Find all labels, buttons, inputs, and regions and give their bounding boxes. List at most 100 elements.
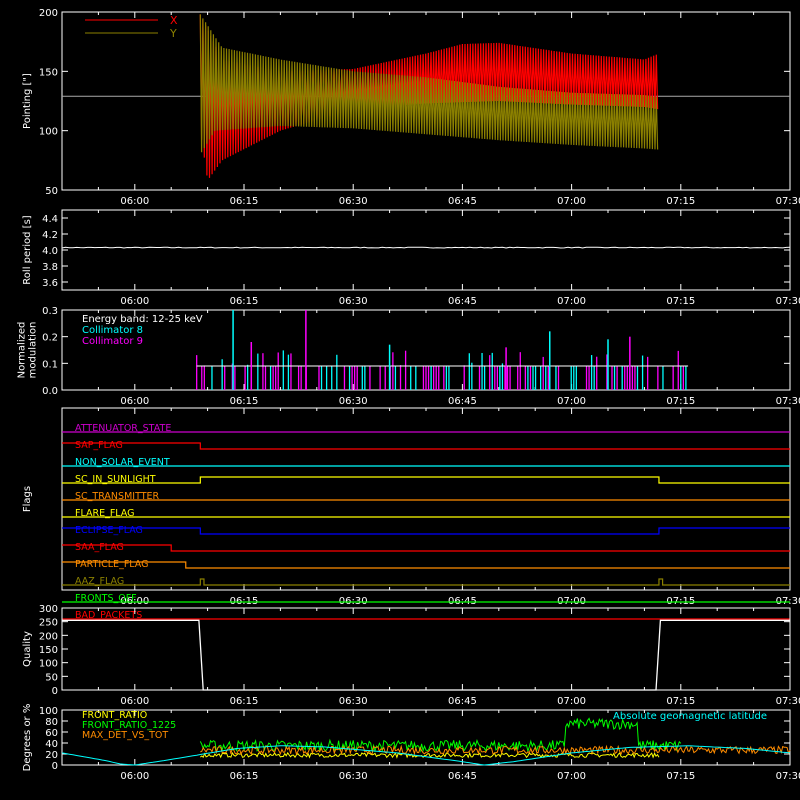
x-tick-label: 07:30 (776, 696, 800, 707)
flag-label: PARTICLE_FLAG (75, 559, 148, 570)
x-tick-label: 07:30 (776, 771, 800, 782)
x-tick-label: 07:00 (557, 196, 586, 207)
flag-line-particle_flag (62, 561, 790, 569)
x-tick-label: 06:45 (448, 696, 477, 707)
roll-period-panel: 06:00 06:15 06:30 06:45 07:00 07:15 07:30 Roll … (22, 209, 800, 307)
x-tick-label: 07:30 (776, 196, 800, 207)
modulation-legend: Collimator 8 (82, 325, 143, 336)
ratio-line-front_ratio_1225 (199, 717, 682, 754)
y-tick-label: 100 (39, 127, 58, 138)
y-tick-label: 4.2 (42, 230, 58, 241)
y-tick-label: 40 (45, 739, 58, 750)
x-tick-label: 07:15 (666, 696, 695, 707)
y-axis-label: modulation (28, 322, 39, 379)
x-tick-label: 07:00 (557, 771, 586, 782)
modulation-legend: Energy band: 12-25 keV (82, 314, 203, 325)
x-tick-label: 06:00 (120, 196, 149, 207)
x-tick-label: 06:15 (230, 196, 259, 207)
plot-frame (61, 209, 791, 291)
x-tick-label: 06:15 (230, 396, 259, 407)
legend-label: X (170, 14, 178, 27)
flag-label: FRONTS_OFF (75, 593, 137, 604)
flag-line-aaz_flag (62, 578, 790, 586)
y-axis-label: Normalized (17, 322, 28, 379)
x-tick-label: 06:00 (120, 296, 149, 307)
y-tick-label: 4.0 (42, 246, 58, 257)
x-tick-label: 06:15 (230, 771, 259, 782)
flag-line-sap_flag (62, 442, 790, 450)
y-tick-label: 20 (45, 750, 58, 761)
flag-label: SAP_FLAG (75, 440, 123, 451)
geomagnetic-latitude-line (61, 745, 791, 766)
x-tick-label: 06:45 (448, 296, 477, 307)
y-tick-label: 300 (39, 604, 58, 615)
y-axis-label: Flags (22, 486, 33, 512)
y-tick-label: 50 (45, 672, 58, 683)
y-tick-label: 250 (39, 618, 58, 629)
flag-line-sc_in_sunlight (62, 476, 790, 484)
x-tick-label: 06:45 (448, 396, 477, 407)
geomagnetic-annotation: Absolute geomagnetic latitude (613, 711, 767, 722)
x-tick-label: 07:30 (776, 296, 800, 307)
legend-label: Y (169, 27, 177, 40)
x-tick-label: 06:30 (339, 196, 368, 207)
x-tick-label: 07:15 (666, 296, 695, 307)
y-axis-label: Roll period [s] (22, 215, 33, 284)
ratio-line-max_det_vs_tot (200, 744, 791, 756)
x-tick-label: 07:15 (666, 771, 695, 782)
x-tick-label: 06:15 (230, 696, 259, 707)
geo-panel: 06:00 06:15 06:30 06:45 07:00 07:15 07:30 Degre… (22, 704, 800, 782)
pointing-panel: 06:00 06:15 06:30 06:45 07:00 07:15 07:30 Point… (22, 8, 800, 207)
x-tick-label: 06:45 (448, 196, 477, 207)
ratio-line-front_ratio (200, 751, 660, 759)
y-tick-label: 0.2 (42, 333, 58, 344)
flag-label: SC_TRANSMITTER (75, 491, 160, 502)
y-tick-label: 0 (52, 761, 58, 772)
y-tick-label: 200 (39, 631, 58, 642)
y-tick-label: 4.4 (42, 214, 58, 225)
x-tick-label: 06:00 (120, 771, 149, 782)
x-tick-label: 07:00 (557, 296, 586, 307)
y-tick-label: 150 (39, 645, 58, 656)
x-tick-label: 06:30 (339, 696, 368, 707)
y-tick-label: 60 (45, 728, 58, 739)
y-tick-label: 3.8 (42, 262, 58, 273)
flag-line-saa_flag (62, 544, 790, 552)
quality-line (62, 619, 790, 691)
flag-label: ECLIPSE_FLAG (75, 525, 143, 536)
x-tick-label: 07:15 (666, 396, 695, 407)
y-axis-label: Pointing ["] (22, 73, 33, 129)
geo-legend: FRONT_RATIO_1225 (82, 720, 176, 731)
x-tick-label: 06:45 (448, 771, 477, 782)
flag-label: SC_IN_SUNLIGHT (75, 474, 156, 485)
y-tick-label: 0 (52, 686, 58, 697)
y-axis-label: Quality (22, 631, 33, 667)
y-tick-label: 100 (39, 659, 58, 670)
modulation-panel: 06:00 06:15 06:30 06:45 07:00 07:15 07:30 Norma… (17, 306, 800, 407)
y-tick-label: 0.3 (42, 306, 58, 317)
plot-frame (61, 407, 791, 591)
flags-panel: 06:0006:1506:3006:4507:0007:1507:30Flags… (22, 407, 800, 621)
x-tick-label: 07:30 (776, 396, 800, 407)
y-tick-label: 50 (45, 186, 58, 197)
flag-label: FLARE_FLAG (75, 508, 135, 519)
x-tick-label: 06:30 (339, 296, 368, 307)
flag-label: AAZ_FLAG (75, 576, 124, 587)
y-tick-label: 0.0 (42, 386, 58, 397)
y-tick-label: 3.6 (42, 278, 58, 289)
flag-label: NON_SOLAR_EVENT (75, 457, 170, 468)
flag-label: SAA_FLAG (75, 542, 124, 553)
geo-legend: MAX_DET_VS_TOT (82, 730, 168, 741)
y-tick-label: 0.1 (42, 359, 58, 370)
y-tick-label: 100 (39, 706, 58, 717)
x-tick-label: 06:30 (339, 771, 368, 782)
flag-line-eclipse_flag (62, 527, 790, 535)
flag-label: ATTENUATOR_STATE (75, 423, 171, 434)
x-tick-label: 07:15 (666, 196, 695, 207)
y-tick-label: 150 (39, 67, 58, 78)
flag-label: BAD_PACKETS (75, 610, 142, 621)
roll-period-line (61, 246, 791, 249)
y-tick-label: 200 (39, 8, 58, 19)
y-axis-label: Degrees or % (22, 704, 33, 772)
